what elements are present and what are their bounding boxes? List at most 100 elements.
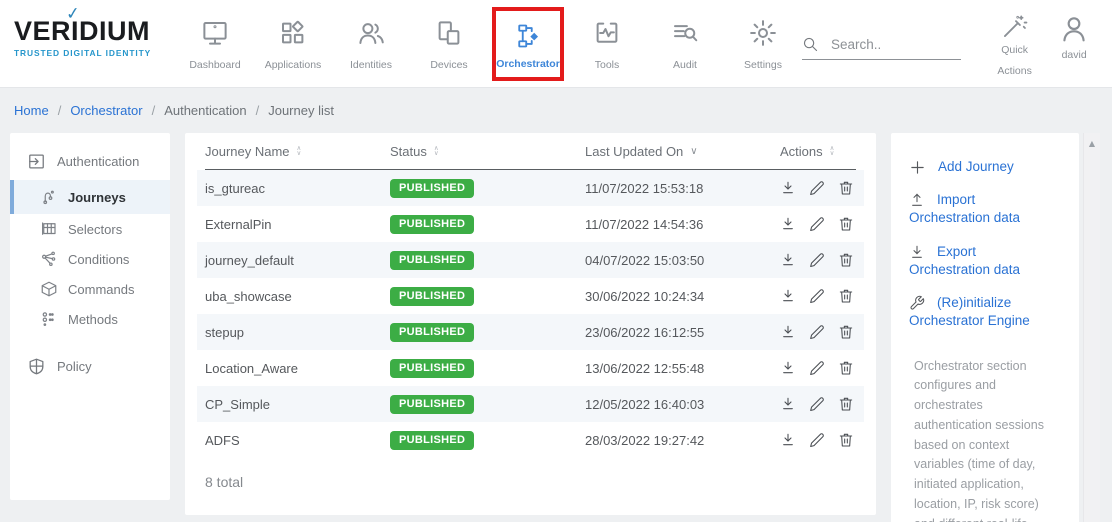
table-row[interactable]: uba_showcase PUBLISHED 30/06/2022 10:24:… <box>197 278 864 314</box>
applications-icon <box>278 16 308 50</box>
delete-icon[interactable] <box>838 288 854 304</box>
edit-icon[interactable] <box>809 324 825 340</box>
column-actions[interactable]: Actions ∧ ∨ <box>780 143 835 159</box>
delete-icon[interactable] <box>838 216 854 232</box>
veridium-logo: VER ✓ I DIUM TRUSTED DIGITAL IDENTITY <box>14 3 162 87</box>
reinitialize-engine-button[interactable]: (Re)initialize Orchestrator Engine <box>909 295 1030 329</box>
export-orchestration-button[interactable]: Export Orchestration data <box>909 243 1021 277</box>
edit-icon[interactable] <box>809 432 825 448</box>
identities-icon <box>356 16 386 50</box>
table-row[interactable]: is_gtureac PUBLISHED 11/07/2022 15:53:18 <box>197 170 864 206</box>
vertical-scrollbar[interactable]: ▲ <box>1083 133 1100 522</box>
edit-icon[interactable] <box>809 288 825 304</box>
edit-icon[interactable] <box>809 396 825 412</box>
sidebar-section-authentication[interactable]: Authentication <box>10 143 170 180</box>
edit-icon[interactable] <box>809 252 825 268</box>
download-icon[interactable] <box>780 396 796 412</box>
logo-text: I <box>71 16 80 46</box>
breadcrumb-home[interactable]: Home <box>14 103 49 118</box>
dots-icon <box>40 310 58 328</box>
last-updated: 28/03/2022 19:27:42 <box>585 432 705 448</box>
breadcrumb-orchestrator[interactable]: Orchestrator <box>70 103 143 118</box>
column-journey-name[interactable]: Journey Name ∧ ∨ <box>205 143 302 159</box>
last-updated: 04/07/2022 15:03:50 <box>585 252 705 268</box>
download-icon[interactable] <box>780 252 796 268</box>
sidebar-item-journeys[interactable]: Journeys <box>10 180 170 214</box>
table-row[interactable]: ExternalPin PUBLISHED 11/07/2022 14:54:3… <box>197 206 864 242</box>
last-updated: 11/07/2022 14:54:36 <box>585 216 704 232</box>
journey-name: stepup <box>205 324 245 340</box>
user-avatar-icon <box>1058 13 1090 45</box>
import-orchestration-button[interactable]: Import Orchestration data <box>909 192 1021 226</box>
table-row[interactable]: stepup PUBLISHED 23/06/2022 16:12:55 <box>197 314 864 350</box>
orchestrator-description: Orchestrator section configures and orch… <box>914 358 1044 522</box>
table-row[interactable]: journey_default PUBLISHED 04/07/2022 15:… <box>197 242 864 278</box>
delete-icon[interactable] <box>838 324 854 340</box>
login-icon <box>27 152 46 171</box>
nav-devices[interactable]: Devices <box>410 0 488 71</box>
user-menu[interactable]: david <box>1048 0 1100 87</box>
journey-name: journey_default <box>205 252 294 268</box>
download-icon[interactable] <box>780 216 796 232</box>
nav-settings[interactable]: Settings <box>724 0 802 71</box>
main-nav: Dashboard Applications Identities Device… <box>176 0 802 87</box>
devices-icon <box>434 16 464 50</box>
sidebar-item-selectors[interactable]: Selectors <box>10 214 170 244</box>
search-input[interactable] <box>831 37 961 52</box>
plus-icon <box>909 159 926 176</box>
download-icon[interactable] <box>780 432 796 448</box>
download-icon[interactable] <box>780 180 796 196</box>
status-badge: PUBLISHED <box>390 178 475 198</box>
table-row[interactable]: Location_Aware PUBLISHED 13/06/2022 12:5… <box>197 350 864 386</box>
logo-tagline: TRUSTED DIGITAL IDENTITY <box>14 48 152 58</box>
sort-icon: ∧ ∨ <box>296 144 302 157</box>
table-row[interactable]: CP_Simple PUBLISHED 12/05/2022 16:40:03 <box>197 386 864 422</box>
branch-icon <box>40 250 58 268</box>
sidebar-item-methods[interactable]: Methods <box>10 304 170 334</box>
status-badge: PUBLISHED <box>390 286 475 306</box>
edit-icon[interactable] <box>809 180 825 196</box>
download-icon[interactable] <box>780 288 796 304</box>
search-icon <box>802 36 819 53</box>
sidebar-item-conditions[interactable]: Conditions <box>10 244 170 274</box>
breadcrumb-journey-list: Journey list <box>268 103 334 118</box>
sort-icon: ∧ ∨ <box>433 144 439 157</box>
status-badge: PUBLISHED <box>390 394 475 414</box>
nav-audit[interactable]: Audit <box>646 0 724 71</box>
nav-orchestrator[interactable]: Orchestrator <box>492 7 564 81</box>
delete-icon[interactable] <box>838 252 854 268</box>
grid-icon <box>40 220 58 238</box>
logo-text: VER <box>14 16 72 46</box>
breadcrumb: Home / Orchestrator / Authentication / J… <box>0 88 1112 133</box>
user-name: david <box>1061 49 1087 61</box>
delete-icon[interactable] <box>838 360 854 376</box>
table-row[interactable]: ADFS PUBLISHED 28/03/2022 19:27:42 <box>197 422 864 458</box>
download-icon[interactable] <box>780 324 796 340</box>
column-status[interactable]: Status ∧ ∨ <box>390 143 439 159</box>
nav-applications[interactable]: Applications <box>254 0 332 71</box>
add-journey-button[interactable]: Add Journey <box>909 158 1061 176</box>
cube-icon <box>40 280 58 298</box>
sidebar-section-policy[interactable]: Policy <box>10 348 170 385</box>
nav-dashboard[interactable]: Dashboard <box>176 0 254 71</box>
sidebar-item-commands[interactable]: Commands <box>10 274 170 304</box>
journey-name: ADFS <box>205 432 240 448</box>
sort-desc-icon: ∨ <box>690 145 698 157</box>
download-icon[interactable] <box>780 360 796 376</box>
scroll-up-icon[interactable]: ▲ <box>1088 139 1096 148</box>
nav-identities[interactable]: Identities <box>332 0 410 71</box>
delete-icon[interactable] <box>838 432 854 448</box>
nav-tools[interactable]: Tools <box>568 0 646 71</box>
arrow-up-icon <box>909 192 925 208</box>
orchestrator-icon <box>514 20 542 52</box>
table-header: Journey Name ∧ ∨ Status ∧ ∨ Last Updated O… <box>205 133 856 170</box>
quick-actions-button[interactable]: Quick Actions <box>987 0 1042 87</box>
breadcrumb-separator: / <box>255 103 260 118</box>
edit-icon[interactable] <box>809 360 825 376</box>
delete-icon[interactable] <box>838 396 854 412</box>
column-last-updated[interactable]: Last Updated On ∨ <box>585 143 698 159</box>
status-badge: PUBLISHED <box>390 250 475 270</box>
delete-icon[interactable] <box>838 180 854 196</box>
edit-icon[interactable] <box>809 216 825 232</box>
journey-name: CP_Simple <box>205 396 271 412</box>
